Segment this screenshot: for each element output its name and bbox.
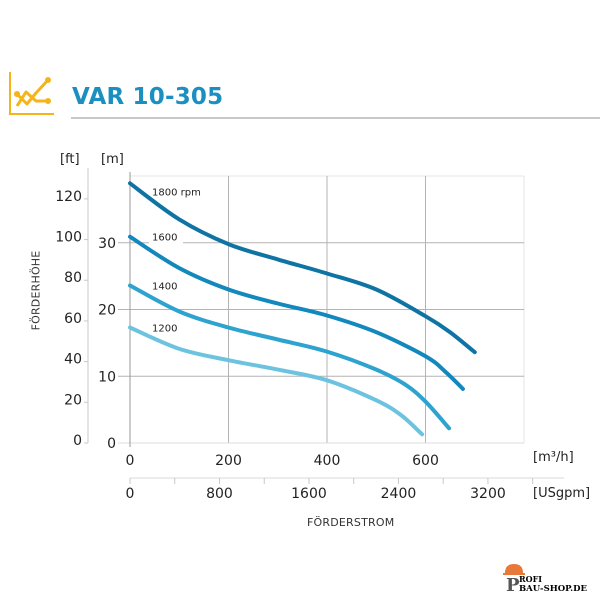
page-title: VAR 10-305 — [72, 84, 224, 110]
y-tick-label-m: 30 — [98, 236, 116, 252]
y-tick-label-m: 10 — [98, 369, 116, 385]
series-line-1600-rpm — [128, 234, 465, 391]
y-tick-label-m: 20 — [98, 303, 116, 319]
x-unit-secondary: [USgpm] — [533, 486, 591, 501]
brand-line2: BAU-SHOP.DE — [519, 584, 587, 593]
series-label: 1400 — [152, 281, 177, 292]
x-tick-label-gpm: 1600 — [291, 486, 327, 502]
x-tick-label-m3h: 0 — [126, 453, 135, 469]
x-tick-label-m3h: 200 — [215, 453, 242, 469]
y-tick-label-ft: 100 — [55, 230, 82, 246]
series-label-bg — [149, 279, 183, 293]
y-tick-label-ft: 60 — [64, 311, 82, 327]
series-label-bg — [149, 230, 183, 244]
x-tick-label-gpm: 0 — [126, 486, 135, 502]
helmet-icon — [503, 564, 525, 575]
y-unit-primary: [m] — [101, 152, 124, 167]
x-tick-label-gpm: 2400 — [381, 486, 417, 502]
y-tick-label-ft: 0 — [73, 433, 82, 449]
x-axis-title: FÖRDERSTROM — [307, 516, 395, 529]
y-tick-label-ft: 40 — [64, 352, 82, 368]
series-line-1800-rpm — [128, 181, 477, 355]
y-tick-label-m: 0 — [107, 436, 116, 452]
x-tick-label-gpm: 3200 — [470, 486, 506, 502]
brand-line1: ROFI — [519, 574, 542, 584]
series-line-1200-rpm — [128, 325, 425, 437]
y-tick-label-ft: 20 — [64, 392, 82, 408]
series-label-bg — [149, 321, 183, 335]
series-line-1400-rpm — [128, 283, 452, 431]
line-chart-icon — [9, 72, 54, 115]
y-unit-secondary: [ft] — [60, 152, 80, 167]
brand-initial: P — [506, 575, 520, 593]
x-tick-label-m3h: 400 — [314, 453, 341, 469]
x-unit-primary: [m³/h] — [533, 450, 574, 465]
x-tick-label-m3h: 600 — [412, 453, 439, 469]
series-label: 1800 rpm — [152, 187, 201, 198]
title-divider — [71, 117, 600, 119]
series-label: 1200 — [152, 324, 177, 335]
y-tick-label-ft: 120 — [55, 189, 82, 205]
x-tick-label-gpm: 800 — [206, 486, 233, 502]
brand-logo: P ROFI BAU-SHOP.DE — [503, 564, 587, 593]
y-tick-label-ft: 80 — [64, 270, 82, 286]
series-label: 1600 — [152, 233, 177, 244]
